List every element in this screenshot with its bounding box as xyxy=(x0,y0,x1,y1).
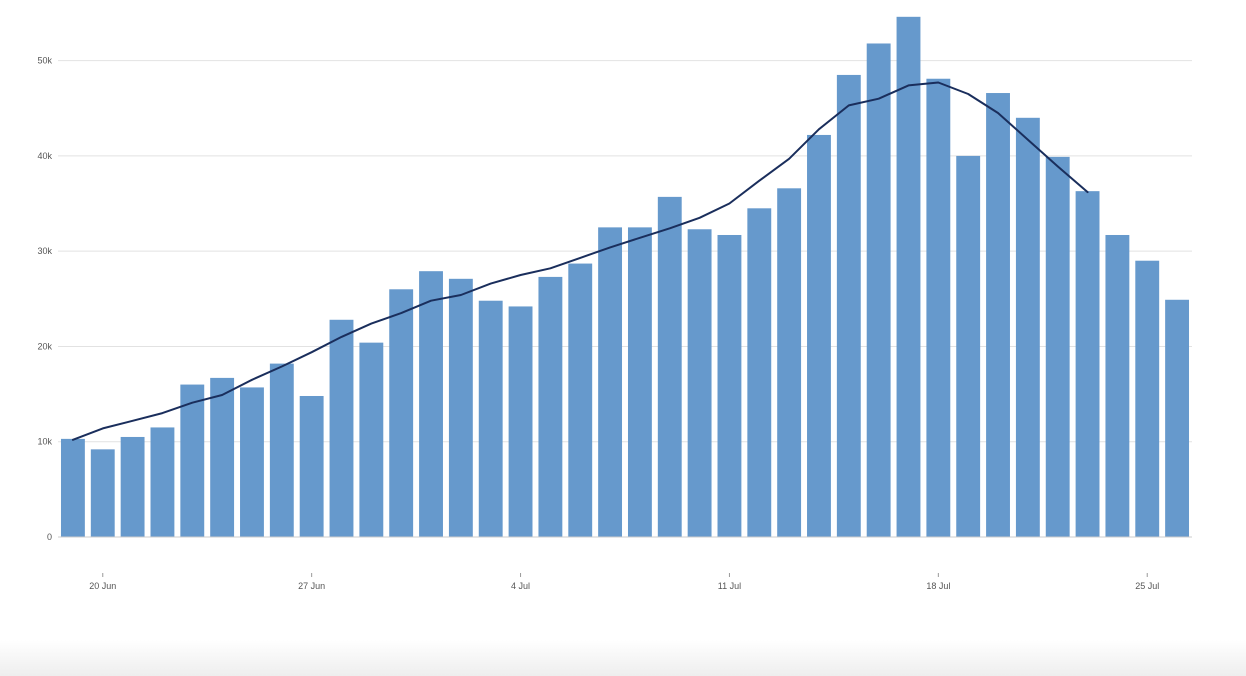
bar xyxy=(598,227,623,537)
bar xyxy=(240,387,264,537)
bar xyxy=(508,306,533,537)
bar xyxy=(657,196,682,538)
bar xyxy=(1045,156,1070,537)
x-tick-label: 11 Jul xyxy=(718,581,741,591)
bar xyxy=(747,208,772,538)
bar xyxy=(568,263,593,537)
bottom-fade xyxy=(0,640,1246,676)
y-tick-label: 20k xyxy=(37,341,52,351)
bar xyxy=(389,289,414,537)
y-tick-label: 50k xyxy=(37,56,52,66)
bar xyxy=(777,188,802,537)
bars xyxy=(60,16,1190,538)
bar xyxy=(807,134,831,537)
bar xyxy=(90,449,115,537)
bar xyxy=(986,93,1010,538)
bar xyxy=(538,276,563,537)
y-tick-label: 30k xyxy=(37,246,52,256)
axes: 0 10k 20k 30k 40k 50k 20 Jun 27 Jun 4 Jul 11 Jul 1… xyxy=(37,56,1192,591)
bar xyxy=(866,43,891,537)
bar xyxy=(956,155,981,537)
bar xyxy=(419,271,443,537)
bar xyxy=(926,78,951,537)
bar xyxy=(120,436,145,537)
bar xyxy=(359,342,384,537)
bar xyxy=(60,438,85,537)
bar xyxy=(329,319,354,537)
x-tick-label: 4 Jul xyxy=(511,581,530,591)
bar xyxy=(627,227,652,537)
x-tick-label: 27 Jun xyxy=(298,581,325,591)
bar xyxy=(896,16,921,537)
bar xyxy=(180,384,205,537)
bar xyxy=(717,234,742,537)
bar xyxy=(1105,234,1130,537)
average-line-layer xyxy=(71,81,1089,441)
y-tick-label: 0 xyxy=(47,532,52,542)
bar xyxy=(478,300,503,537)
bar xyxy=(1015,117,1040,538)
bar xyxy=(1075,191,1100,537)
x-tick-label: 18 Jul xyxy=(926,581,950,591)
bar xyxy=(448,278,473,537)
x-tick-label: 25 Jul xyxy=(1135,581,1159,591)
average-line xyxy=(71,81,1089,441)
bar xyxy=(836,74,861,537)
bar xyxy=(150,427,175,537)
y-tick-label: 40k xyxy=(37,151,52,161)
bar xyxy=(299,395,324,537)
bar xyxy=(1135,260,1160,537)
bar xyxy=(210,377,235,537)
x-tick-label: 20 Jun xyxy=(89,581,116,591)
bar xyxy=(687,229,712,537)
bar xyxy=(269,363,294,537)
bar xyxy=(1165,299,1190,537)
y-tick-label: 10k xyxy=(37,437,52,447)
